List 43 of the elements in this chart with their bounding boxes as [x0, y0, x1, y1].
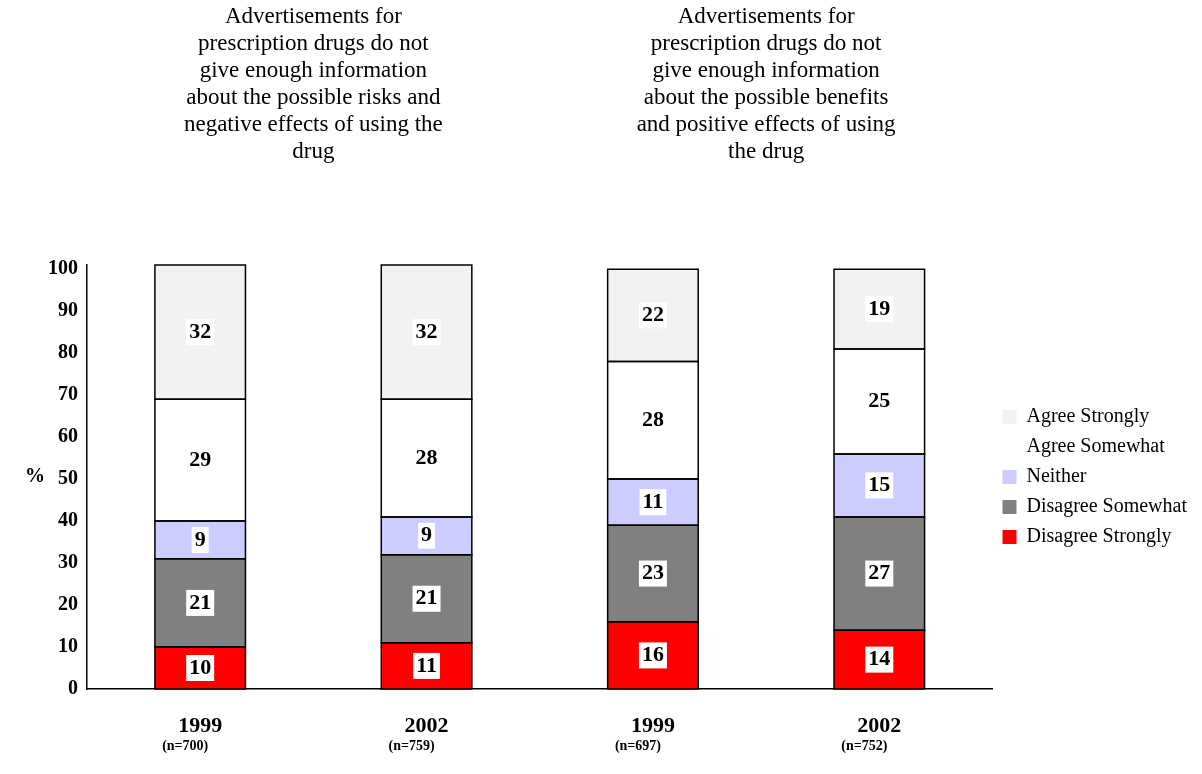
data-label: 23 [641, 559, 664, 585]
y-tick-label: 70 [58, 382, 78, 405]
text: Advertisements for prescription drugs do not give enough information about the possible benefits and positive effects of using the drug [636, 2, 897, 163]
x-tick-label: 1999 (n=700) [162, 711, 223, 754]
y-tick-label: 80 [58, 340, 78, 363]
data-label: 27 [868, 559, 891, 585]
data-label: 28 [641, 406, 664, 432]
legend-label: Agree Strongly [1026, 404, 1150, 428]
y-tick-label: 60 [58, 424, 78, 447]
y-tick-label: 90 [58, 298, 78, 321]
data-label: 21 [415, 584, 438, 610]
legend-label: Disagree Somewhat [1026, 494, 1188, 518]
data-label: 32 [415, 317, 438, 343]
y-tick-label: 30 [58, 550, 78, 573]
text: Advertisements for prescription drugs do not give enough information about the possible risks and negative effects of using the drug [183, 2, 443, 163]
data-label: 14 [868, 645, 891, 671]
data-label: 10 [189, 653, 212, 679]
data-label: 11 [642, 487, 664, 513]
data-label: 21 [189, 588, 212, 614]
x-tick-label: 2002 (n=752) [841, 711, 902, 754]
data-label: 32 [189, 317, 212, 343]
y-tick-label: 100 [48, 256, 78, 279]
data-label: 15 [868, 471, 891, 497]
legend-label: Neither [1026, 464, 1087, 487]
data-label: 28 [415, 443, 438, 469]
x-tick-label: 1999 (n=697) [614, 711, 675, 754]
x-tick-label: 2002 (n=759) [388, 711, 449, 754]
y-tick-label: 20 [58, 592, 78, 615]
data-label: 11 [416, 651, 437, 677]
data-label: 16 [641, 641, 664, 667]
y-tick-label: 40 [58, 508, 78, 531]
y-tick-label: 50 [58, 466, 78, 489]
data-label: 9 [194, 525, 206, 551]
data-label: 19 [868, 294, 891, 320]
text: Agree Somewhat [1026, 434, 1166, 458]
data-label: 25 [868, 387, 891, 413]
y-axis-title: % [25, 464, 45, 487]
y-tick-label: 10 [58, 634, 78, 657]
legend-label: Disagree Strongly [1026, 524, 1172, 548]
data-label: 22 [641, 301, 664, 327]
data-label: 29 [189, 445, 212, 471]
y-tick-label: 0 [68, 676, 78, 699]
data-label: 9 [421, 521, 433, 547]
